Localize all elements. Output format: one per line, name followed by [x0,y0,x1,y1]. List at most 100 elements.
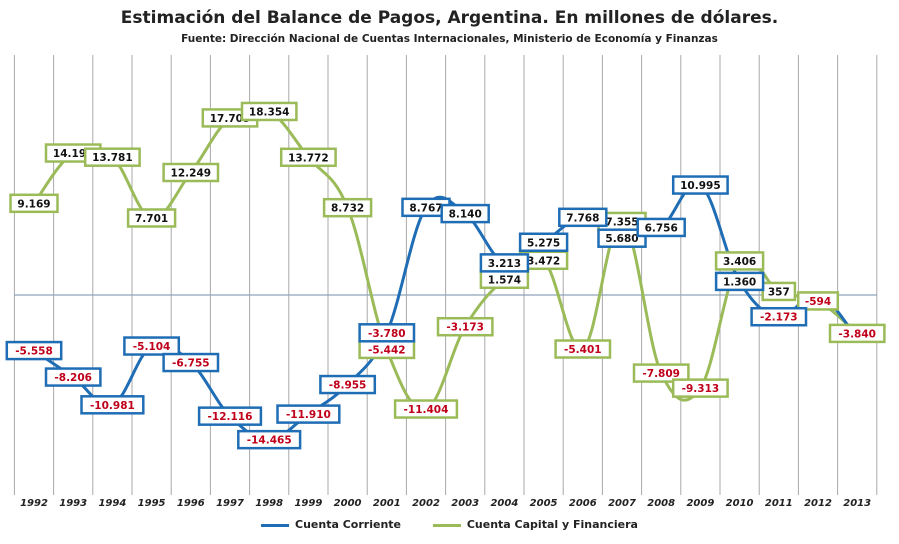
data-label: 7.701 [126,208,177,228]
data-label: 10.995 [671,175,729,195]
data-label-text: -3.840 [838,328,876,340]
x-tick-label: 2004 [490,498,518,509]
data-label: 1.360 [714,271,765,292]
data-label-text: -5.558 [15,346,53,358]
data-label-text: 6.756 [645,222,678,234]
x-tick-label: 2007 [608,498,636,509]
data-label: -14.465 [237,429,302,450]
x-tick-label: 1993 [59,498,87,509]
x-tick-label: 1992 [20,498,48,509]
data-label: 8.767 [401,197,451,218]
data-label: -5.558 [5,340,63,361]
data-label: -3.780 [358,323,416,343]
data-label-box [597,228,647,248]
series-line-1 [32,105,859,411]
data-label: 5.680 [597,228,647,248]
data-label: -6.755 [162,352,220,373]
data-label: 13.781 [83,147,141,167]
data-label: 357 [761,281,797,302]
data-label-text: -8.206 [54,372,92,384]
x-tick-label: 2012 [804,498,832,509]
data-label-text: 357 [768,286,790,298]
data-label: -3.173 [436,316,494,337]
data-label-box [750,306,808,327]
data-label-box [714,251,765,271]
data-label-text: 13.772 [288,152,329,164]
data-label: -7.809 [632,363,690,383]
data-label: 9.169 [9,193,59,214]
data-label: 6.756 [636,217,686,238]
data-label-box [279,147,337,168]
data-label-text: 13.781 [92,152,133,164]
data-label: 18.354 [240,101,298,122]
data-label: 13.772 [279,147,337,168]
data-label-box [636,217,686,238]
x-tick-label: 2005 [530,498,558,509]
x-tick-label: 2002 [412,498,440,509]
data-label-box [240,101,298,122]
x-tick-label: 2008 [647,498,675,509]
data-label: -10.981 [80,395,145,415]
x-tick-label: 2010 [726,498,754,509]
legend: Cuenta Corriente Cuenta Capital y Financ… [0,518,899,531]
data-label-box [44,367,102,387]
data-label-text: 7.768 [566,212,599,224]
data-label-box [126,208,177,228]
data-label-box [558,207,608,228]
data-label-box [436,316,494,337]
x-tick-label: 2003 [451,498,479,509]
data-label-box [276,404,341,424]
data-label-text: -5.401 [564,344,602,356]
data-label-box [796,291,840,311]
data-label-box [518,232,569,252]
data-label-text: -7.809 [642,368,680,380]
data-label-text: 14.196 [53,148,94,160]
x-tick-label: 2011 [765,498,793,509]
data-label-box [554,339,612,359]
data-label-box [5,340,63,361]
x-tick-label: 2000 [334,498,362,509]
data-label-text: 9.169 [17,198,50,210]
data-label-text: 3.213 [488,258,521,270]
data-label-text: -11.404 [404,404,449,416]
data-label-text: 8.140 [449,209,482,221]
data-label-box [761,281,797,302]
data-label-text: 1.574 [488,274,521,286]
data-label: 3.213 [479,253,530,273]
data-label-text: 8.732 [331,203,364,215]
data-label-box [80,395,145,415]
data-label-text: 5.680 [605,233,638,245]
data-label-box [83,147,141,167]
legend-item-cuenta-corriente: Cuenta Corriente [261,518,401,531]
data-label-text: 10.995 [680,180,721,192]
data-label-box [162,352,220,373]
data-label: -594 [796,291,840,311]
legend-label-cuenta-corriente: Cuenta Corriente [295,518,401,531]
x-tick-label: 2013 [843,498,871,509]
data-label-text: 5.275 [527,237,560,249]
data-label-box [123,336,181,356]
data-label: 3.406 [714,251,765,271]
x-tick-label: 2009 [686,498,714,509]
data-label-text: 3.406 [723,256,756,268]
x-tick-label: 1998 [255,498,283,509]
data-label-box [440,203,490,224]
data-label-text: -5.104 [133,341,171,353]
data-label-box [479,253,530,273]
data-label-box [237,429,302,450]
x-tick-label: 2006 [569,498,597,509]
data-label-text: -6.755 [172,358,210,370]
data-label-text: -8.955 [329,380,367,392]
data-label-box [714,271,765,292]
data-label: -11.910 [276,404,341,424]
data-label: -8.955 [319,374,377,395]
data-label: 12.249 [162,162,220,183]
data-label-text: -10.981 [90,400,135,412]
data-label-text: -12.116 [208,411,253,423]
data-label-text: -2.173 [760,312,798,324]
data-label: -9.313 [671,378,729,398]
x-tick-label: 1997 [216,498,244,509]
data-label-box [671,378,729,398]
data-label-box [9,193,59,214]
